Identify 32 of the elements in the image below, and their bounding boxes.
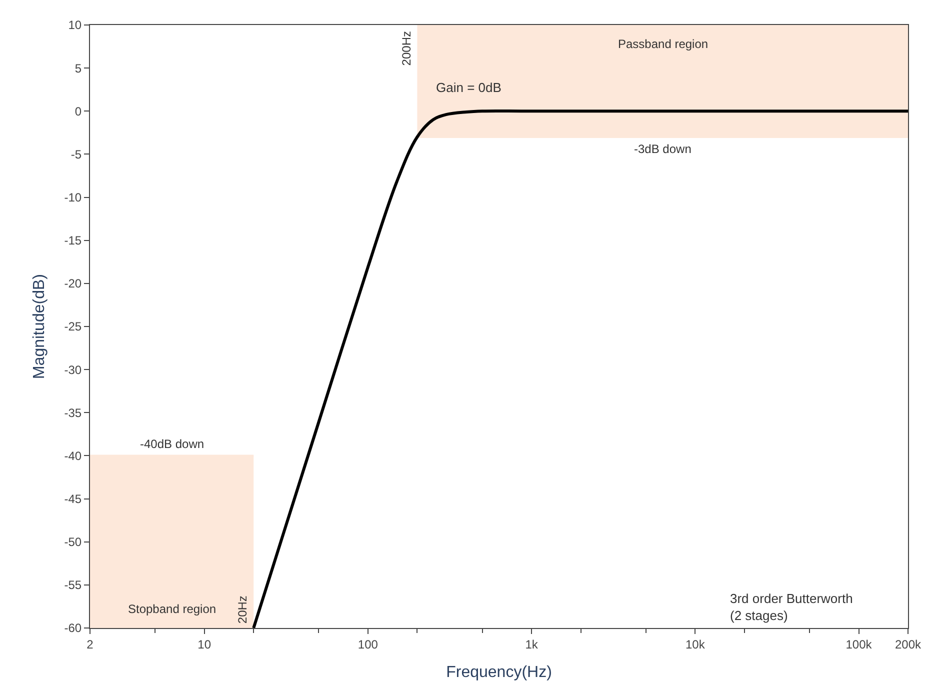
x-tick-label: 200k — [894, 637, 922, 652]
y-tick-label: -35 — [64, 406, 82, 420]
ref-line-label: -40dB down — [140, 437, 204, 451]
y-tick-label: -25 — [64, 320, 82, 334]
y-tick-label: -40 — [64, 448, 82, 463]
annotation: 3rd order Butterworth (2 stages) — [730, 591, 853, 623]
y-tick-label: 10 — [68, 18, 82, 32]
x-axis-title: Frequency(Hz) — [446, 664, 552, 682]
x-tick-label: 10 — [198, 637, 212, 652]
y-tick-label: -15 — [64, 234, 82, 248]
annotation: 20Hz — [236, 596, 250, 624]
y-tick-label: -55 — [64, 578, 82, 592]
y-tick-label: -45 — [64, 492, 82, 506]
y-tick-label: -50 — [64, 535, 82, 550]
y-tick-label: 5 — [74, 61, 82, 76]
y-tick-label: -60 — [64, 621, 82, 636]
y-tick-label: -30 — [64, 362, 82, 377]
y-tick-label: -20 — [64, 276, 82, 291]
y-tick-label: -10 — [64, 190, 82, 204]
ref-line-label: -3dB down — [634, 142, 692, 156]
x-tick-label: 100k — [846, 637, 873, 652]
annotation: Gain = 0dB — [436, 80, 502, 95]
x-tick-label: 100 — [358, 637, 378, 652]
x-tick-label: 2 — [86, 637, 94, 652]
band-label: Stopband region — [128, 602, 216, 616]
band-label: Passband region — [618, 37, 708, 51]
y-tick-label: 0 — [74, 104, 82, 118]
x-tick-label: 10k — [685, 637, 706, 652]
x-tick-label: 1k — [525, 637, 539, 652]
y-axis-title: Magnitude(dB) — [31, 274, 48, 379]
y-tick-label: -5 — [70, 147, 82, 162]
annotation: 200Hz — [400, 31, 414, 66]
